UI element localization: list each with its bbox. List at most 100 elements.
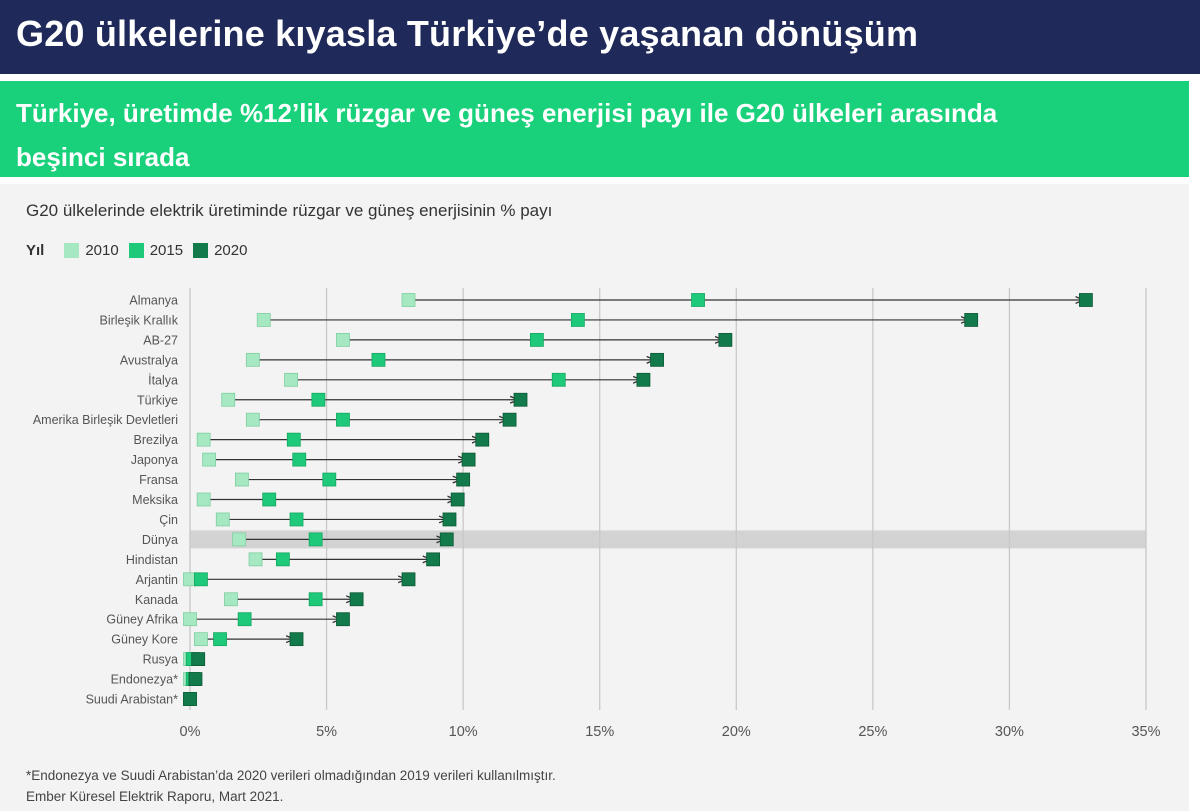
point-2015 (213, 632, 227, 647)
point-2015 (308, 532, 323, 547)
legend-item-2015: 2015 (128, 242, 183, 259)
chart-legend: Yıl 2010 2015 2020 (26, 240, 257, 260)
point-2020 (461, 452, 476, 467)
country-label: Dünya (142, 533, 178, 547)
point-2010 (284, 372, 298, 387)
country-label: Fransa (139, 473, 178, 487)
point-2015 (286, 432, 301, 447)
point-2020 (426, 552, 440, 567)
point-2015 (262, 492, 277, 507)
point-2010 (196, 492, 211, 507)
point-2015 (551, 372, 566, 387)
point-2020 (513, 392, 528, 407)
x-tick-label: 35% (1131, 724, 1160, 740)
point-2010 (183, 612, 197, 627)
point-2010 (232, 532, 247, 547)
point-2010 (245, 412, 260, 427)
legend-swatch-2020 (193, 242, 209, 258)
point-2010 (196, 432, 211, 447)
x-tick-label: 15% (585, 724, 614, 740)
point-2010 (194, 632, 208, 647)
point-2020 (456, 472, 471, 487)
subtitle-banner: Türkiye, üretimde %12’lik rüzgar ve güne… (0, 81, 1189, 177)
footnote-line-1: *Endonezya ve Suudi Arabistan’da 2020 ve… (26, 768, 556, 783)
page-title: G20 ülkelerine kıyasla Türkiye’de yaşana… (0, 0, 1200, 74)
x-tick-label: 10% (449, 724, 478, 740)
page-title-text: G20 ülkelerine kıyasla Türkiye’de yaşana… (16, 13, 919, 54)
legend-label-2010: 2010 (85, 241, 119, 259)
point-2020 (718, 332, 733, 347)
point-2020 (439, 532, 454, 547)
x-tick-label: 20% (722, 724, 751, 740)
point-2015 (289, 512, 304, 527)
point-2020 (450, 492, 465, 507)
point-2010 (221, 392, 236, 407)
point-2020 (502, 412, 517, 427)
point-2020 (401, 572, 416, 587)
point-2020 (1079, 293, 1093, 307)
point-2015 (529, 332, 544, 347)
x-tick-label: 30% (995, 724, 1024, 740)
point-2020 (289, 632, 304, 647)
subtitle-line-1: Türkiye, üretimde %12’lik rüzgar ve güne… (16, 98, 998, 128)
country-label: Brezilya (134, 433, 179, 447)
point-2020 (191, 652, 206, 666)
point-2010 (401, 293, 416, 307)
legend-swatch-2015 (128, 242, 144, 258)
country-label: Endonezya* (111, 673, 179, 687)
point-2020 (475, 432, 490, 447)
point-2010 (245, 352, 260, 367)
country-label: Meksika (132, 493, 178, 507)
legend-swatch-2010 (64, 242, 80, 258)
footnote: *Endonezya ve Suudi Arabistan’da 2020 ve… (26, 765, 556, 807)
point-2015 (371, 352, 386, 367)
country-label: Hindistan (126, 553, 178, 567)
point-2020 (336, 612, 350, 627)
country-label: Amerika Birleşik Devletleri (33, 413, 178, 427)
point-2020 (636, 372, 651, 387)
highlight-band (190, 530, 1146, 549)
country-label: AB-27 (143, 333, 178, 347)
point-2010 (202, 452, 217, 467)
country-label: Türkiye (137, 393, 178, 407)
country-label: Almanya (129, 294, 178, 308)
country-label: Japonya (131, 453, 178, 467)
legend-item-2020: 2020 (193, 242, 247, 259)
point-2020 (650, 352, 664, 367)
point-2010 (248, 552, 263, 567)
legend-item-2010: 2010 (64, 241, 119, 259)
point-2015 (292, 452, 307, 467)
point-2015 (336, 412, 350, 427)
country-label: Rusya (143, 653, 178, 667)
point-2015 (275, 552, 290, 567)
country-label: Güney Afrika (106, 613, 178, 627)
point-2020 (964, 313, 979, 327)
point-2015 (570, 313, 585, 327)
x-tick-label: 0% (180, 724, 201, 740)
legend-title: Yıl (26, 241, 45, 259)
point-2010 (224, 592, 238, 607)
country-label: Suudi Arabistan* (86, 693, 179, 707)
point-2020 (188, 672, 203, 686)
point-2010 (234, 472, 249, 487)
point-2015 (194, 572, 208, 587)
point-2010 (336, 332, 350, 347)
country-label: Güney Kore (111, 633, 178, 647)
point-2015 (237, 612, 252, 627)
x-tick-label: 25% (858, 724, 887, 740)
point-2015 (311, 392, 326, 407)
country-label: Arjantin (136, 573, 178, 587)
point-2020 (442, 512, 457, 527)
point-2020 (349, 592, 364, 607)
subtitle-line-2: beşinci sırada (16, 142, 190, 172)
footnote-source: Ember Küresel Elektrik Raporu, Mart 2021… (26, 789, 284, 804)
point-2020 (183, 692, 197, 706)
chart-title: G20 ülkelerinde elektrik üretiminde rüzg… (26, 201, 553, 220)
legend-label-2020: 2020 (214, 241, 248, 259)
point-2010 (256, 313, 271, 327)
country-label: Birleşik Krallık (100, 313, 179, 327)
point-2015 (691, 293, 705, 307)
point-2015 (322, 472, 337, 487)
point-2010 (215, 512, 230, 527)
